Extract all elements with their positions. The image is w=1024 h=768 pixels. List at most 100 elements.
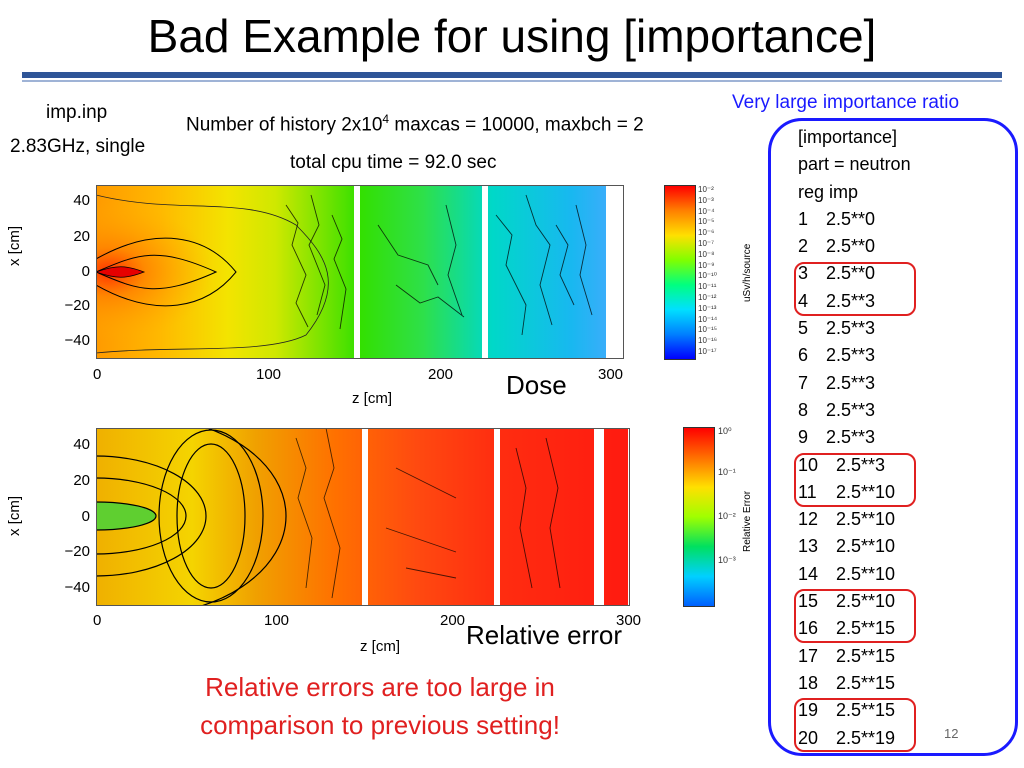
error-colorbar-label: Relative Error bbox=[742, 490, 753, 552]
importance-value: 2.5**15 bbox=[836, 618, 896, 639]
history-exponent: 4 bbox=[382, 112, 390, 126]
importance-value: 2.5**15 bbox=[836, 700, 896, 721]
importance-row: 2 2.5**0 bbox=[798, 233, 911, 260]
importance-header-0: [importance] bbox=[798, 127, 898, 147]
dose-colorbar bbox=[664, 185, 696, 360]
dose-ytick-3: −20 bbox=[64, 297, 90, 314]
importance-region: 1 bbox=[798, 208, 809, 229]
error-cbar-tick-1: 10⁻¹ bbox=[718, 467, 736, 477]
importance-row: 14 2.5**10 bbox=[798, 561, 911, 588]
dose-cbar-tick: 10⁻¹⁵ bbox=[698, 325, 718, 335]
importance-row: 6 2.5**3 bbox=[798, 342, 911, 369]
importance-row: 18 2.5**15 bbox=[798, 670, 911, 697]
dose-cbar-tick: 10⁻⁴ bbox=[698, 206, 715, 216]
error-colorbar bbox=[683, 427, 715, 607]
error-cbar-tick-0: 10⁰ bbox=[718, 426, 732, 436]
dose-cbar-tick: 10⁻⁵ bbox=[698, 217, 715, 227]
dose-colorbar-label: uSv/h/source bbox=[742, 243, 753, 302]
error-xtick-1: 100 bbox=[264, 612, 290, 629]
importance-value: 2.5**19 bbox=[836, 727, 896, 748]
error-xtick-2: 200 bbox=[440, 612, 466, 629]
error-ylabel: x [cm] bbox=[6, 496, 23, 536]
importance-value: 2.5**3 bbox=[826, 290, 876, 311]
title-underline-thin bbox=[22, 80, 1002, 82]
dose-cbar-tick: 10⁻¹¹ bbox=[698, 282, 717, 292]
dose-plot-area bbox=[96, 185, 624, 359]
error-heatmap bbox=[96, 428, 630, 606]
error-ytick-4: −40 bbox=[64, 579, 90, 596]
dose-xtick-2: 200 bbox=[428, 366, 454, 383]
importance-region: 2 bbox=[798, 236, 809, 257]
importance-region: 6 bbox=[798, 345, 809, 366]
dose-cbar-tick: 10⁻¹³ bbox=[698, 303, 717, 313]
dose-cbar-tick: 10⁻² bbox=[698, 185, 714, 194]
importance-row: 8 2.5**3 bbox=[798, 397, 911, 424]
dose-ylabel: x [cm] bbox=[6, 226, 23, 266]
dose-ytick-0: 40 bbox=[73, 192, 90, 209]
error-cbar-tick-3: 10⁻³ bbox=[718, 555, 736, 565]
importance-value: 2.5**0 bbox=[826, 236, 876, 257]
dose-cbar-tick: 10⁻⁹ bbox=[698, 260, 715, 270]
cpu-spec-label: 2.83GHz, single bbox=[10, 136, 146, 157]
importance-region: 9 bbox=[798, 427, 809, 448]
error-ytick-2: 0 bbox=[81, 508, 90, 525]
importance-region: 11 bbox=[798, 481, 817, 502]
history-settings: Number of history 2x104 maxcas = 10000, … bbox=[186, 112, 644, 136]
dose-xlabel: z [cm] bbox=[352, 390, 392, 407]
page-number: 12 bbox=[944, 726, 959, 741]
importance-value: 2.5**15 bbox=[836, 672, 896, 693]
importance-row: 5 2.5**3 bbox=[798, 315, 911, 342]
dose-cbar-tick: 10⁻⁸ bbox=[698, 249, 715, 259]
history-prefix: Number of history 2x10 bbox=[186, 114, 383, 136]
importance-row: 11 2.5**10 bbox=[798, 479, 911, 506]
dose-cbar-tick: 10⁻¹⁰ bbox=[698, 271, 717, 281]
slide-title: Bad Example for using [importance] bbox=[147, 10, 877, 62]
importance-value: 2.5**0 bbox=[826, 208, 876, 229]
importance-value: 2.5**0 bbox=[826, 263, 876, 284]
highlight-regions-10-11 bbox=[794, 453, 916, 507]
error-ytick-1: 20 bbox=[73, 472, 90, 489]
dose-cbar-tick: 10⁻¹⁴ bbox=[698, 314, 718, 324]
error-ytick-0: 40 bbox=[73, 436, 90, 453]
dose-cbar-tick: 10⁻³ bbox=[698, 195, 714, 205]
dose-cbar-tick: 10⁻⁷ bbox=[698, 238, 715, 248]
importance-region: 13 bbox=[798, 536, 819, 557]
error-ytick-3: −20 bbox=[64, 543, 90, 560]
importance-row: 4 2.5**3 bbox=[798, 288, 911, 315]
importance-row: 7 2.5**3 bbox=[798, 370, 911, 397]
importance-value: 2.5**10 bbox=[836, 536, 896, 557]
dose-ytick-2: 0 bbox=[81, 263, 90, 280]
importance-value: 2.5**3 bbox=[836, 454, 886, 475]
input-file-label: imp.inp bbox=[46, 102, 108, 123]
importance-row: 13 2.5**10 bbox=[798, 533, 911, 560]
importance-region: 18 bbox=[798, 672, 819, 693]
importance-value: 2.5**3 bbox=[826, 318, 876, 339]
error-caption: Relative error bbox=[466, 620, 623, 650]
importance-list: [importance] part = neutron reg imp 1 2.5… bbox=[798, 124, 911, 752]
importance-value: 2.5**3 bbox=[826, 427, 876, 448]
importance-region: 8 bbox=[798, 399, 809, 420]
dose-cbar-tick: 10⁻¹² bbox=[698, 292, 717, 302]
dose-cbar-tick: 10⁻¹⁶ bbox=[698, 336, 718, 346]
error-xtick-0: 0 bbox=[93, 612, 102, 629]
importance-ratio-label: Very large importance ratio bbox=[732, 92, 960, 113]
dose-ytick-4: −40 bbox=[64, 332, 90, 349]
dose-xtick-3: 300 bbox=[598, 366, 624, 383]
warning-text: Relative errors are too large in compari… bbox=[120, 668, 640, 744]
history-suffix: maxcas = 10000, maxbch = 2 bbox=[389, 114, 644, 136]
importance-row: 1 2.5**0 bbox=[798, 206, 911, 233]
importance-region: 17 bbox=[798, 645, 819, 666]
highlight-regions-19-20 bbox=[794, 698, 916, 752]
importance-panel bbox=[768, 118, 1018, 756]
importance-value: 2.5**3 bbox=[826, 372, 876, 393]
dose-heatmap bbox=[96, 185, 624, 359]
title-underline bbox=[22, 72, 1002, 78]
importance-value: 2.5**15 bbox=[836, 645, 896, 666]
warning-line-2: comparison to previous setting! bbox=[200, 710, 560, 740]
dose-cbar-tick: 10⁻⁶ bbox=[698, 228, 715, 238]
importance-value: 2.5**10 bbox=[836, 481, 896, 502]
dose-caption: Dose bbox=[506, 370, 567, 400]
importance-row: 3 2.5**0 bbox=[798, 260, 911, 287]
importance-row: 12 2.5**10 bbox=[798, 506, 911, 533]
warning-line-1: Relative errors are too large in bbox=[205, 672, 555, 702]
